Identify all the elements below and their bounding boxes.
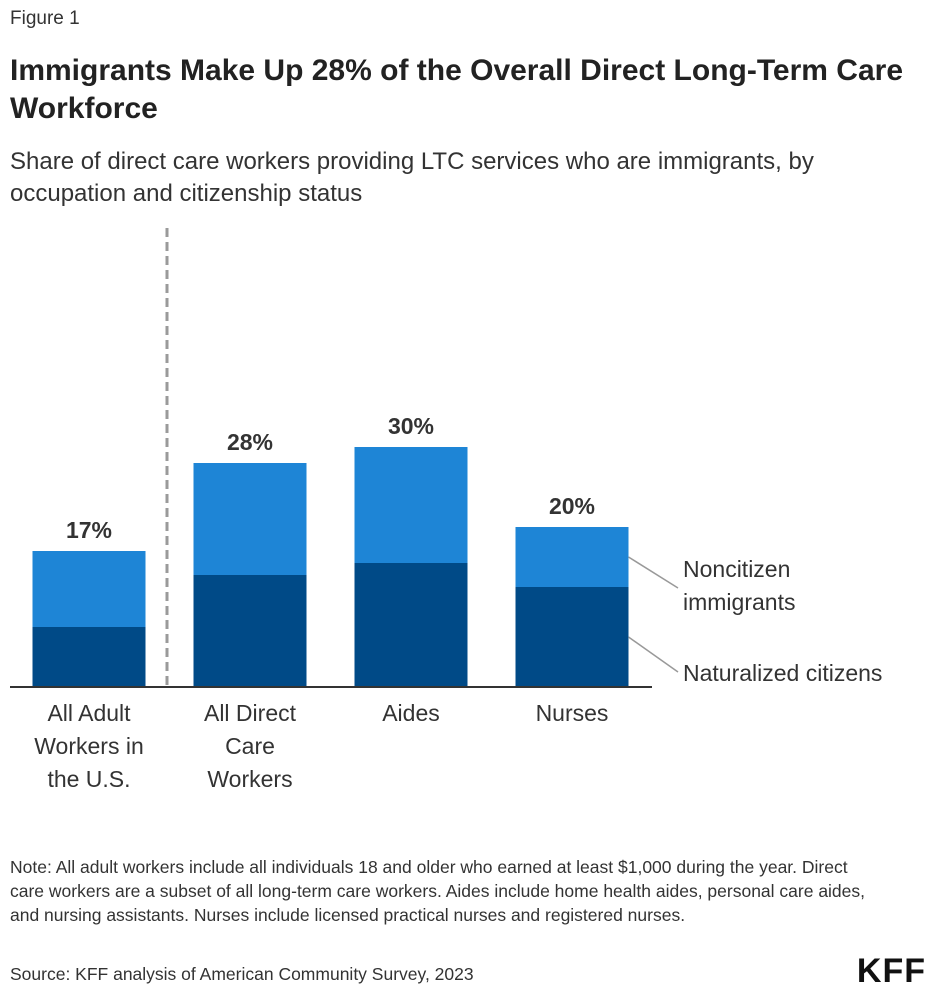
total-label-3: 20% (549, 493, 595, 519)
legend-label-noncitizen-0: Noncitizen (683, 556, 790, 582)
total-label-2: 30% (388, 413, 434, 439)
bar-noncitizen-3 (515, 527, 629, 587)
category-label-0-1: Workers in (34, 733, 144, 759)
category-label-3-0: Nurses (536, 700, 609, 726)
category-label-1-2: Workers (207, 766, 292, 792)
total-label-1: 28% (227, 429, 273, 455)
bar-noncitizen-2 (354, 447, 468, 563)
category-label-0-0: All Adult (47, 700, 131, 726)
bar-noncitizen-1 (193, 463, 307, 575)
chart-source: Source: KFF analysis of American Communi… (10, 964, 474, 984)
category-label-0-2: the U.S. (47, 766, 130, 792)
bar-naturalized-3 (515, 587, 629, 687)
legend-pointer-naturalized (628, 636, 679, 673)
figure-label: Figure 1 (10, 8, 80, 29)
total-label-0: 17% (66, 517, 112, 543)
chart-subtitle: Share of direct care workers providing L… (10, 148, 814, 207)
kff-logo: KFF (856, 952, 926, 990)
category-label-1-1: Care (225, 733, 275, 759)
legend-label-noncitizen-1: immigrants (683, 589, 795, 615)
category-label-1-0: All Direct (204, 700, 297, 726)
bar-noncitizen-0 (32, 551, 146, 627)
stacked-bar-chart: 17% All Adult Workers in the U.S. 28% All Dir… (10, 228, 882, 792)
chart-title: Immigrants Make Up 28% of the Overall Di… (10, 54, 904, 125)
legend-label-naturalized-0: Naturalized citizens (683, 660, 882, 686)
chart-note: Note: All adult workers include all indi… (10, 857, 866, 925)
bar-naturalized-1 (193, 575, 307, 687)
category-label-2-0: Aides (382, 700, 440, 726)
bar-naturalized-2 (354, 563, 468, 687)
bar-naturalized-0 (32, 627, 146, 687)
legend-pointer-noncitizen (628, 556, 679, 589)
